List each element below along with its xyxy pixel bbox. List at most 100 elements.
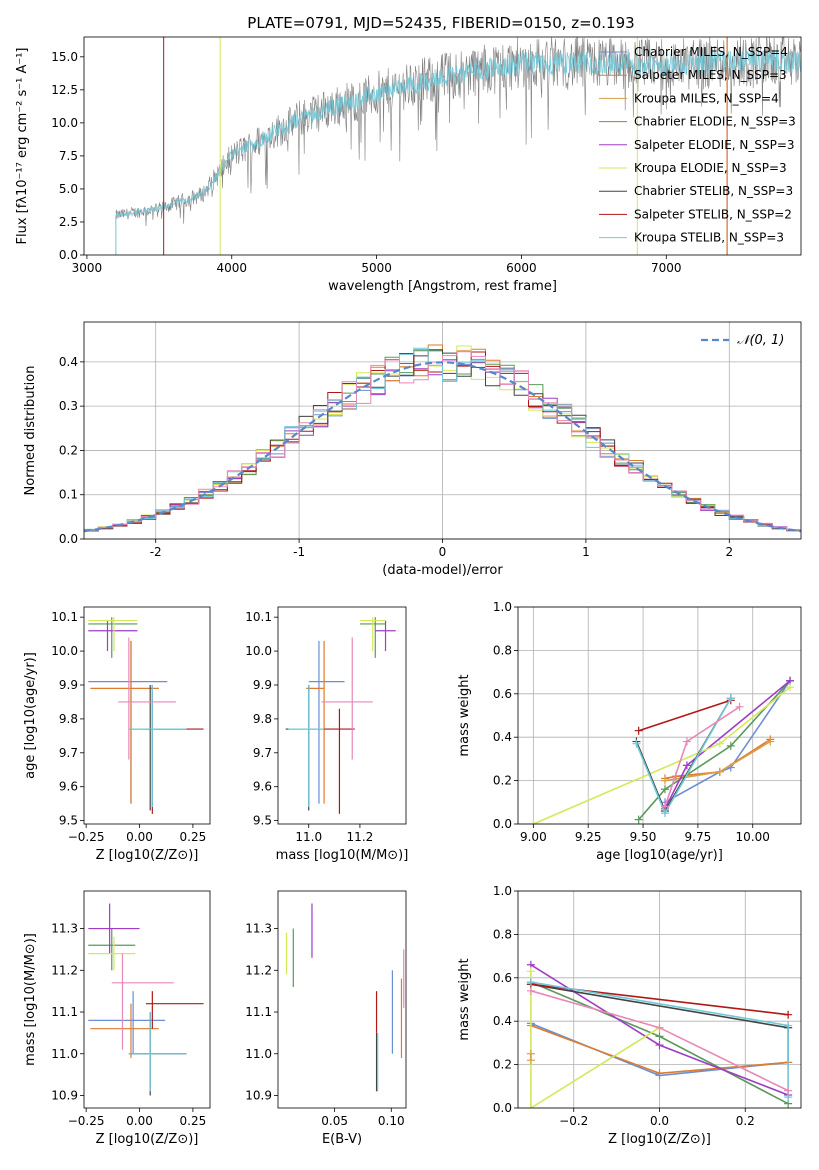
age_vs_Z-frame: [83, 606, 211, 825]
y-tick-label: 10.9: [245, 1088, 272, 1102]
mass_vs_EBV-plot-area: [285, 903, 405, 1092]
errorbar-point: [324, 708, 355, 814]
y-tick-label: 9.9: [59, 678, 78, 692]
mass-weight-point: [726, 694, 735, 703]
y-tick-label: 0.3: [59, 399, 78, 413]
mass-weight-point: [634, 815, 643, 824]
y-tick-label: 9.5: [253, 814, 272, 828]
y-tick-label: 2.5: [59, 215, 78, 229]
x-axis-label: Z [log10(Z/Z⊙)]: [608, 1132, 711, 1147]
x-tick-label: 4000: [216, 261, 247, 275]
y-tick-label: 11.3: [51, 922, 78, 936]
mass-weight-series-line: [638, 699, 732, 732]
y-tick-label: 9.5: [59, 814, 78, 828]
age_vs_Z-axes: −0.25 0.00 0.25 9.5 9.6 9.7 9.8 9.9 10.0 10.1 Z [l…: [23, 606, 211, 863]
y-tick-label: 1.0: [493, 884, 512, 898]
y-tick-label: 0.4: [493, 1014, 512, 1028]
errorbar-point: [88, 903, 140, 954]
x-tick-label: -1: [293, 545, 305, 559]
observed-spectrum-line: [115, 37, 801, 227]
mass-weight-point: [529, 820, 538, 824]
errorbar-point: [308, 640, 345, 804]
y-axis-label: Flux [fλ10⁻¹⁷ erg cm⁻² s⁻¹ A⁻¹]: [15, 48, 30, 245]
legend-entry-label: Salpeter STELIB, N_SSP=2: [634, 207, 792, 221]
x-axis-label: E(B-V): [322, 1132, 362, 1147]
mass_weight_vs_age-axes: 9.00 9.25 9.50 9.75 10.00 0.0 0.2 0.4 0.6 0.8 1.0 a…: [457, 600, 802, 863]
errorbar-point: [321, 637, 373, 760]
x-tick-label: 0: [439, 545, 447, 559]
x-axis-label: age [log10(age/yr)]: [596, 848, 723, 863]
y-tick-label: 0.0: [59, 532, 78, 546]
mass-weight-point: [735, 702, 744, 711]
x-tick-label: 0.0: [650, 1114, 669, 1128]
errorbar-point: [90, 1003, 159, 1058]
legend-entry-label: Kroupa STELIB, N_SSP=3: [634, 231, 784, 245]
y-tick-label: 11.2: [51, 963, 78, 977]
mass-weight-series-line: [638, 680, 791, 821]
mass_vs_EBV-frame: [277, 890, 407, 1109]
y-tick-label: 11.0: [51, 1047, 78, 1061]
legend-entry-label: Kroupa ELODIE, N_SSP=3: [634, 161, 787, 175]
errorbar-point: [288, 684, 325, 808]
mass-weight-point: [786, 683, 795, 692]
mass-weight-point: [660, 802, 669, 811]
y-tick-label: 10.9: [51, 1088, 78, 1102]
y-tick-label: 15.0: [51, 50, 78, 64]
x-tick-label: 9.50: [630, 830, 657, 844]
errorbar-point: [128, 684, 187, 808]
legend-entry-label: Chabrier MILES, N_SSP=4: [634, 45, 788, 59]
x-axis-label: Z [log10(Z/Z⊙)]: [96, 848, 199, 863]
mass_weight_vs_Z-axes: −0.2 0.0 0.2 0.0 0.2 0.4 0.6 0.8 1.0 Z [log10(Z/Z…: [457, 884, 802, 1147]
age_vs_mass-axes: 11.0 11.2 9.5 9.6 9.7 9.8 9.9 10.0 10.1 mass [log…: [245, 606, 408, 863]
x-axis-label: Z [log10(Z/Z⊙)]: [96, 1132, 199, 1147]
mass-weight-point: [784, 1086, 793, 1095]
errorbar-point: [88, 928, 136, 971]
y-tick-label: 12.5: [51, 83, 78, 97]
y-tick-label: 0.0: [493, 817, 512, 831]
x-tick-label: −0.25: [68, 1114, 105, 1128]
mass-weight-point: [526, 1049, 535, 1058]
y-tick-label: 0.4: [59, 355, 78, 369]
mass-weight-point: [726, 741, 735, 750]
x-tick-label: −0.2: [559, 1114, 588, 1128]
x-tick-label: 9.75: [685, 830, 712, 844]
errorbar-point: [88, 620, 138, 652]
y-tick-label: 11.2: [245, 963, 272, 977]
y-axis-label: mass [log10(M/M⊙)]: [23, 933, 38, 1066]
residual-histogram-step: [84, 347, 801, 531]
legend-entry-label: Chabrier ELODIE, N_SSP=3: [634, 115, 796, 129]
y-tick-label: 7.5: [59, 149, 78, 163]
errorbar-point: [145, 991, 204, 1029]
y-tick-label: 9.6: [253, 780, 272, 794]
y-tick-label: 0.1: [59, 488, 78, 502]
mass-weight-series-line: [530, 971, 660, 1108]
mass-weight-point: [784, 1021, 793, 1030]
residuals-axes: -2 -1 0 1 2 0.0 0.1 0.2 0.3 0.4 (data-model)/error…: [23, 321, 802, 578]
errorbar-point: [90, 640, 159, 804]
y-tick-label: 10.1: [245, 610, 272, 624]
mass-weight-point: [660, 776, 669, 785]
y-tick-label: 10.1: [51, 610, 78, 624]
mass-weight-point: [660, 785, 669, 794]
mass-weight-point: [655, 1069, 664, 1078]
mass_weight_vs_age-frame: [517, 606, 802, 825]
mass_vs_EBV-axes: 0.05 0.10 10.9 11.0 11.1 11.2 11.3 E(B-V): [245, 890, 407, 1147]
mass-weight-point: [784, 1010, 793, 1019]
mass-weight-point: [655, 1023, 664, 1032]
y-tick-label: 0.0: [493, 1101, 512, 1115]
y-tick-label: 11.1: [51, 1005, 78, 1019]
x-tick-label: 0.00: [126, 1114, 153, 1128]
mass-weight-point: [632, 739, 641, 748]
errorbar-point: [359, 617, 386, 652]
y-tick-label: 0.2: [59, 443, 78, 457]
y-tick-label: 9.7: [59, 746, 78, 760]
mass-weight-point: [634, 726, 643, 735]
mass-weight-point: [766, 737, 775, 746]
y-tick-label: 5.0: [59, 182, 78, 196]
mass-weight-point: [655, 1041, 664, 1050]
x-axis-label: (data-model)/error: [382, 563, 503, 578]
errorbar-point: [128, 1012, 187, 1092]
mass-weight-point: [715, 739, 724, 748]
legend-entry-label: Kroupa MILES, N_SSP=4: [634, 91, 779, 105]
